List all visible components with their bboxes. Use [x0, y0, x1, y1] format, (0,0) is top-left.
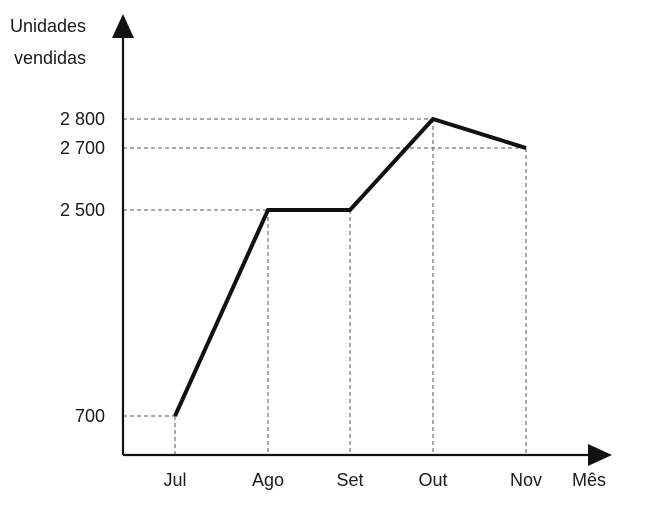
x-tick-label: Jul	[163, 470, 186, 490]
x-tick-label: Nov	[510, 470, 542, 490]
y-tick-label: 700	[75, 406, 105, 426]
x-tick-labels: Jul Ago Set Out Nov	[163, 470, 542, 490]
y-axis-label-line-1: Unidades	[10, 16, 86, 36]
x-tick-label: Out	[418, 470, 447, 490]
y-tick-labels: 700 2 500 2 700 2 800	[60, 109, 105, 426]
y-tick-label: 2 800	[60, 109, 105, 129]
x-axis-arrowhead	[588, 444, 612, 466]
dashed-guide-lines	[123, 118, 527, 455]
x-tick-label: Ago	[252, 470, 284, 490]
y-tick-label: 2 500	[60, 200, 105, 220]
y-axis-label-line-2: vendidas	[14, 48, 86, 68]
x-tick-label: Set	[336, 470, 363, 490]
y-tick-label: 2 700	[60, 138, 105, 158]
x-axis-label: Mês	[572, 470, 606, 490]
y-axis-arrowhead	[112, 14, 134, 38]
sales-series	[173, 116, 527, 417]
